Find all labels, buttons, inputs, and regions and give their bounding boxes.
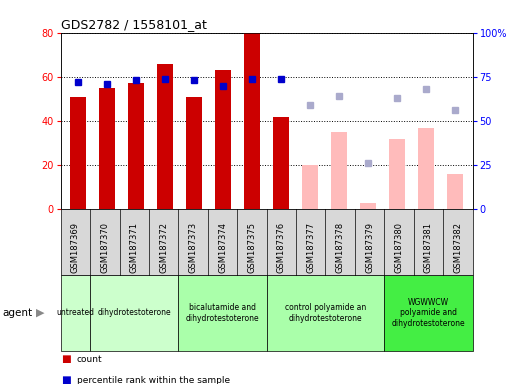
Bar bbox=[331, 132, 347, 209]
Bar bbox=[157, 64, 173, 209]
Text: control polyamide an
dihydrotestoterone: control polyamide an dihydrotestoterone bbox=[285, 303, 366, 323]
Text: bicalutamide and
dihydrotestoterone: bicalutamide and dihydrotestoterone bbox=[186, 303, 259, 323]
Text: GSM187376: GSM187376 bbox=[277, 222, 286, 273]
Text: GSM187379: GSM187379 bbox=[365, 222, 374, 273]
Text: count: count bbox=[77, 354, 102, 364]
FancyBboxPatch shape bbox=[178, 275, 267, 351]
Text: GSM187369: GSM187369 bbox=[71, 222, 80, 273]
Bar bbox=[302, 165, 318, 209]
Text: dihydrotestoterone: dihydrotestoterone bbox=[98, 308, 171, 318]
Text: ▶: ▶ bbox=[36, 308, 44, 318]
Text: GSM187381: GSM187381 bbox=[424, 222, 433, 273]
Text: percentile rank within the sample: percentile rank within the sample bbox=[77, 376, 230, 384]
Text: ■: ■ bbox=[61, 354, 70, 364]
Bar bbox=[215, 70, 231, 209]
Bar bbox=[99, 88, 115, 209]
Text: agent: agent bbox=[3, 308, 33, 318]
Text: WGWWCW
polyamide and
dihydrotestoterone: WGWWCW polyamide and dihydrotestoterone bbox=[392, 298, 465, 328]
Text: GSM187374: GSM187374 bbox=[218, 222, 227, 273]
Text: GSM187382: GSM187382 bbox=[454, 222, 463, 273]
Text: GSM187373: GSM187373 bbox=[188, 222, 197, 273]
Text: GSM187370: GSM187370 bbox=[100, 222, 109, 273]
Text: GSM187372: GSM187372 bbox=[159, 222, 168, 273]
Bar bbox=[447, 174, 463, 209]
Bar bbox=[273, 117, 289, 209]
FancyBboxPatch shape bbox=[267, 275, 384, 351]
Bar bbox=[128, 83, 144, 209]
FancyBboxPatch shape bbox=[384, 275, 473, 351]
Text: ■: ■ bbox=[61, 375, 70, 384]
Text: GSM187375: GSM187375 bbox=[248, 222, 257, 273]
FancyBboxPatch shape bbox=[90, 275, 178, 351]
Bar bbox=[418, 127, 434, 209]
Bar bbox=[70, 97, 86, 209]
Text: untreated: untreated bbox=[56, 308, 95, 318]
Text: GSM187378: GSM187378 bbox=[336, 222, 345, 273]
Bar bbox=[360, 203, 376, 209]
Text: GSM187380: GSM187380 bbox=[394, 222, 403, 273]
Bar bbox=[389, 139, 405, 209]
Text: GSM187371: GSM187371 bbox=[130, 222, 139, 273]
Bar bbox=[244, 33, 260, 209]
FancyBboxPatch shape bbox=[61, 275, 90, 351]
Text: GDS2782 / 1558101_at: GDS2782 / 1558101_at bbox=[61, 18, 206, 31]
Text: GSM187377: GSM187377 bbox=[306, 222, 315, 273]
Bar bbox=[186, 97, 202, 209]
